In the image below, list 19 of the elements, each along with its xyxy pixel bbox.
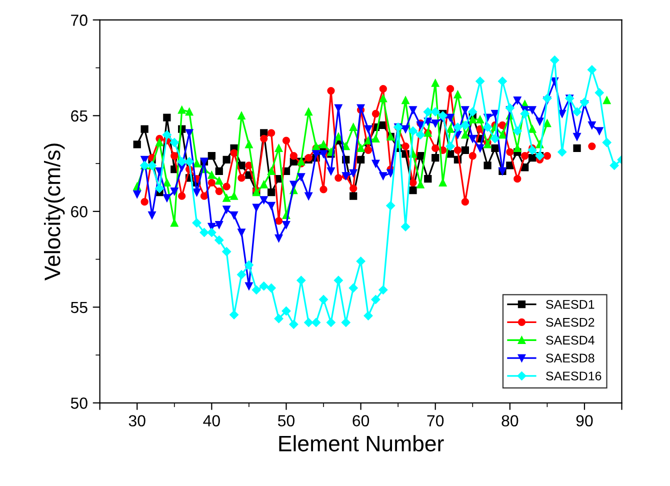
x-tick-label: 30 (128, 415, 146, 426)
x-tick-label: 40 (203, 415, 220, 426)
x-tick-label: 80 (502, 415, 518, 426)
x-tick-label: 60 (352, 415, 370, 426)
y-tick-label: 65 (71, 110, 88, 122)
legend-label: SAESD2 (546, 318, 594, 327)
legend-label: SAESD4 (546, 336, 594, 345)
legend-label: SAESD1 (546, 300, 594, 309)
y-tick-label: 60 (71, 206, 88, 218)
x-tick-label: 90 (576, 415, 593, 426)
y-axis-title: Velocity(cm/s) (44, 144, 65, 280)
legend-label: SAESD16 (546, 372, 602, 380)
y-tick-label: 70 (71, 14, 88, 26)
y-tick-label: 50 (70, 398, 88, 409)
x-axis-title: Element Number (279, 435, 444, 452)
x-tick-label: 70 (427, 415, 444, 426)
x-tick-label: 50 (278, 415, 294, 426)
y-tick-label: 55 (70, 302, 88, 314)
legend-label: SAESD8 (546, 354, 594, 363)
